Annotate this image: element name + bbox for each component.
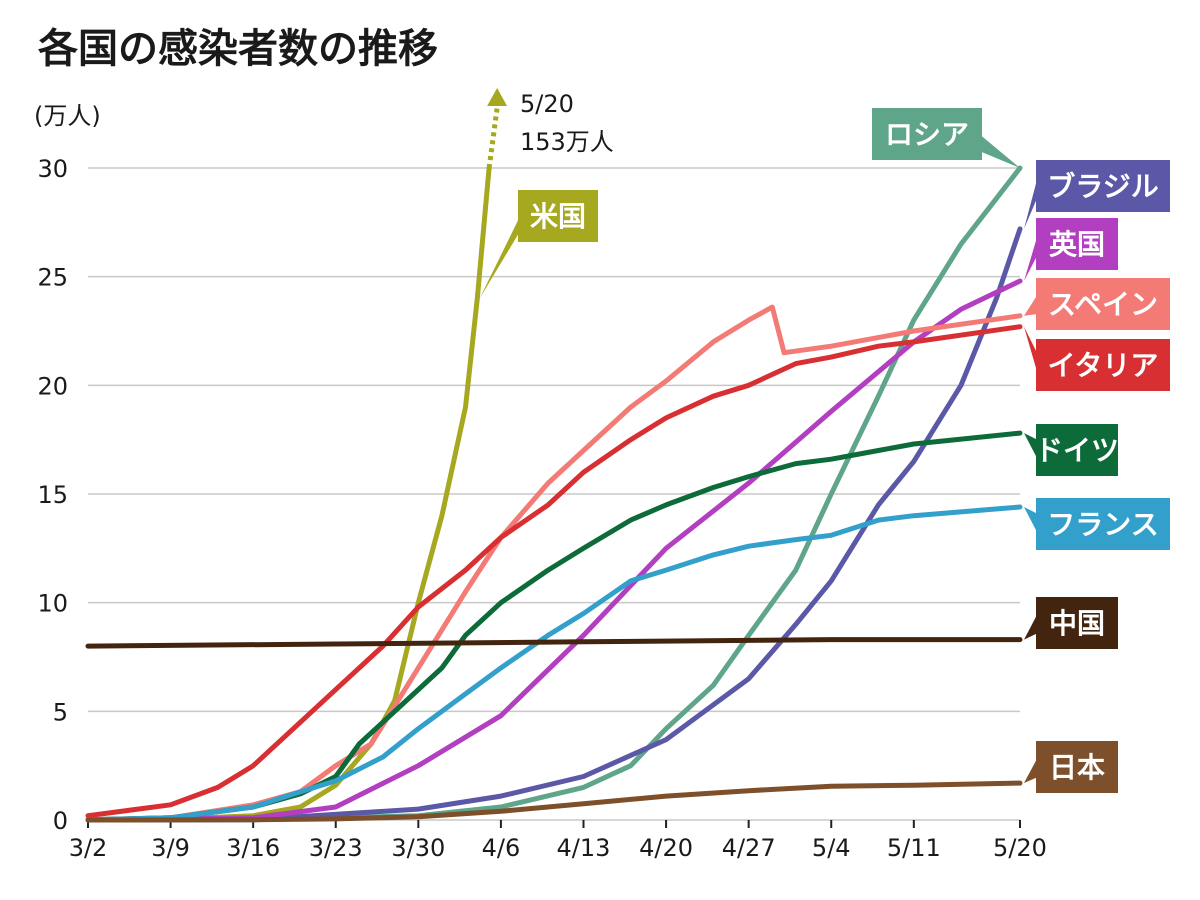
y-axis-unit: (万人) xyxy=(34,102,101,130)
y-tick-label: 30 xyxy=(37,155,68,183)
x-tick-label: 3/16 xyxy=(226,834,280,862)
x-tick-label: 3/23 xyxy=(309,834,363,862)
label-text: 中国 xyxy=(1049,607,1105,640)
series-label-2: ブラジル xyxy=(1024,160,1170,229)
x-tick-label: 3/30 xyxy=(391,834,445,862)
label-box xyxy=(1036,218,1118,270)
label-pointer xyxy=(1024,326,1038,375)
label-pointer xyxy=(479,200,528,299)
label-box xyxy=(1036,424,1118,476)
x-tick-label: 4/6 xyxy=(482,834,521,862)
label-pointer xyxy=(1024,613,1038,640)
series-label-9: 日本 xyxy=(1024,741,1118,793)
y-axis-ticks: 0 5 10 15 20 25 30 xyxy=(37,155,68,835)
label-pointer xyxy=(1024,294,1038,316)
series-line-5 xyxy=(85,324,1023,819)
x-tick-label: 5/11 xyxy=(887,834,941,862)
y-tick-label: 0 xyxy=(53,807,68,835)
y-tick-label: 15 xyxy=(37,481,68,509)
x-tick-label: 3/9 xyxy=(151,834,190,862)
series-label-1: ロシア xyxy=(872,108,1020,168)
label-text: 英国 xyxy=(1049,228,1105,261)
us-annotation: 5/20 153万人 xyxy=(520,90,614,156)
label-box xyxy=(1036,597,1118,649)
x-tick-label: 4/27 xyxy=(722,834,776,862)
label-box xyxy=(872,108,982,160)
series-lines xyxy=(85,88,1023,823)
label-box xyxy=(1036,339,1170,391)
x-axis-ticks: 3/2 3/9 3/16 3/23 3/30 4/6 4/13 4/20 4/27 5/4 5/11… xyxy=(69,820,1047,862)
us-continuation xyxy=(486,107,500,169)
x-tick-label: 4/20 xyxy=(639,834,693,862)
annotation-date: 5/20 xyxy=(520,90,574,118)
label-pointer xyxy=(1024,507,1038,534)
series-line-4 xyxy=(85,304,1023,823)
label-text: ロシア xyxy=(885,118,969,151)
x-tick-label: 5/20 xyxy=(993,834,1047,862)
gridlines xyxy=(88,167,1020,821)
label-text: 米国 xyxy=(530,200,586,233)
label-box xyxy=(1036,498,1170,550)
series-label-0: 米国 xyxy=(479,190,598,299)
label-text: イタリア xyxy=(1048,349,1159,382)
x-tick-label: 5/4 xyxy=(812,834,851,862)
label-box xyxy=(1036,278,1170,330)
series-label-6: ドイツ xyxy=(1024,424,1119,476)
series-label-5: イタリア xyxy=(1024,326,1170,391)
y-tick-label: 20 xyxy=(37,372,68,400)
label-box xyxy=(1036,160,1170,212)
series-label-7: フランス xyxy=(1024,498,1170,550)
x-tick-label: 3/2 xyxy=(69,834,108,862)
x-tick-label: 4/13 xyxy=(557,834,611,862)
annotation-value: 153万人 xyxy=(520,128,614,156)
label-text: スペイン xyxy=(1048,288,1158,321)
chart-title: 各国の感染者数の推移 xyxy=(38,26,438,72)
series-line-6 xyxy=(85,430,1023,823)
series-label-3: 英国 xyxy=(1024,218,1118,282)
y-tick-label: 25 xyxy=(37,264,68,292)
series-line-7 xyxy=(85,504,1023,823)
label-pointer xyxy=(972,128,1020,168)
label-pointer xyxy=(1024,176,1038,229)
y-tick-label: 5 xyxy=(53,698,68,726)
label-box xyxy=(1036,741,1118,793)
label-text: ドイツ xyxy=(1035,434,1119,467)
label-pointer xyxy=(1024,234,1038,282)
series-line-2 xyxy=(85,226,1023,823)
series-line-9 xyxy=(85,780,1023,823)
series-label-8: 中国 xyxy=(1024,597,1118,649)
label-text: ブラジル xyxy=(1047,170,1158,203)
label-box xyxy=(518,190,598,242)
y-tick-label: 10 xyxy=(37,590,68,618)
us-arrow-icon xyxy=(487,88,508,106)
series-label-4: スペイン xyxy=(1024,278,1170,330)
series-line-3 xyxy=(85,278,1023,823)
label-pointer xyxy=(1024,757,1038,784)
label-pointer xyxy=(1024,433,1038,460)
series-line-8 xyxy=(85,637,1023,649)
label-text: フランス xyxy=(1047,508,1158,541)
label-text: 日本 xyxy=(1049,751,1105,784)
